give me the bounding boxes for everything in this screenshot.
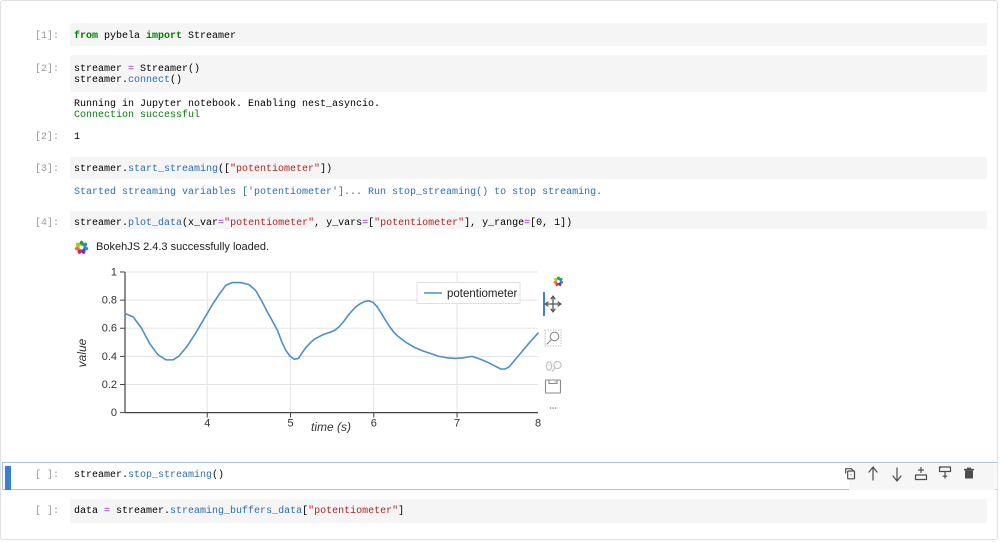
- svg-text:1: 1: [111, 267, 117, 279]
- svg-text:0.2: 0.2: [102, 379, 117, 391]
- svg-text:0: 0: [111, 407, 117, 419]
- svg-text:8: 8: [535, 418, 541, 430]
- svg-text:6: 6: [371, 418, 377, 430]
- svg-text:0.4: 0.4: [102, 351, 117, 363]
- svg-text:0.8: 0.8: [102, 295, 117, 307]
- svg-text:0.6: 0.6: [102, 323, 117, 335]
- svg-text:value: value: [75, 338, 89, 367]
- svg-text:4: 4: [204, 418, 210, 430]
- svg-text:potentiometer: potentiometer: [447, 288, 517, 300]
- svg-text:7: 7: [454, 418, 460, 430]
- svg-text:time (s): time (s): [311, 420, 351, 433]
- svg-text:5: 5: [287, 418, 293, 430]
